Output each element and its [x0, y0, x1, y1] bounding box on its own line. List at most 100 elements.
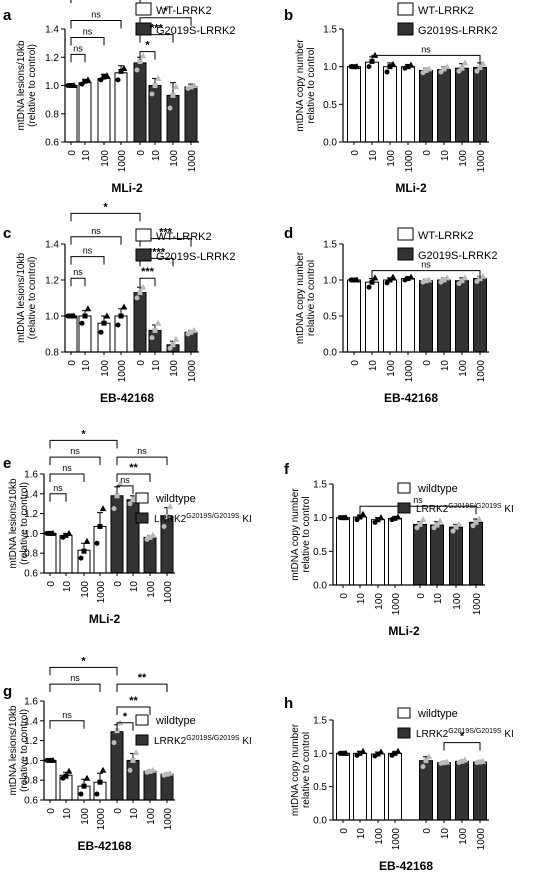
data-point [366, 284, 372, 290]
significance-bracket [116, 706, 151, 715]
y-tick-label: 1.0 [323, 62, 337, 73]
legend-swatch [397, 2, 414, 16]
chart-title: EB-42168 [379, 859, 433, 873]
data-point [407, 273, 415, 280]
legend-swatch [397, 707, 411, 719]
panel-letter: a [3, 7, 12, 24]
significance-label: ns [83, 26, 93, 36]
legend-label: G2019S-LRRK2 [156, 251, 236, 263]
data-point [103, 312, 111, 319]
significance-bracket [49, 439, 118, 449]
y-tick-label: 0.8 [45, 109, 59, 120]
x-tick-label: 0 [136, 360, 147, 366]
x-tick-label: 1000 [476, 828, 487, 851]
significance-bracket [70, 20, 122, 29]
chart-title: EB-42168 [100, 391, 154, 405]
data-point [369, 279, 375, 285]
data-point [81, 548, 87, 554]
data-point [443, 63, 451, 70]
y-tick-label: 0.5 [313, 782, 327, 793]
bar [336, 517, 350, 586]
x-tick-label: 0 [339, 593, 350, 599]
legend: wildtype LRRK2G2019S/G2019S KI [135, 714, 252, 747]
y-axis-label: relative to control [306, 260, 317, 336]
y-axis-label: (relative to control) [19, 709, 30, 792]
y-tick-label: 1.0 [24, 529, 38, 540]
data-point [477, 64, 483, 70]
significance-bracket [359, 505, 477, 515]
y-tick-label: 0.5 [323, 312, 337, 323]
x-tick-label: 100 [80, 808, 91, 825]
x-tick-label: 1000 [472, 593, 483, 616]
panel-f: f 0.0 0.5 1.0 1.5 0 10 100 1000 0 10 100 1000 mtDNA c… [284, 461, 514, 638]
data-point [353, 276, 361, 283]
bar [401, 278, 415, 353]
legend-label: G2019S-LRRK2 [418, 250, 498, 262]
x-tick-label: 10 [81, 360, 92, 372]
legend-label: LRRK2G2019S/G2019S KI [416, 728, 514, 740]
significance-label: ns [70, 446, 80, 456]
x-tick-label: 100 [458, 360, 469, 377]
chart-title: MLi-2 [395, 181, 427, 195]
significance-label: * [81, 655, 86, 667]
bar [419, 760, 433, 821]
legend: WT-LRRK2 G2019S-LRRK2 [135, 228, 236, 263]
significance-label: ns [413, 495, 423, 505]
data-point [459, 65, 465, 71]
bar [166, 94, 180, 143]
x-tick-label: 0 [339, 828, 350, 834]
data-point [377, 748, 385, 755]
y-axis-label: relative to control [301, 496, 312, 572]
data-point [154, 74, 162, 81]
x-tick-label: 1000 [163, 581, 174, 604]
data-point [99, 766, 107, 773]
y-tick-label: 0.0 [323, 138, 337, 149]
data-point [342, 749, 350, 756]
data-point [118, 313, 124, 319]
data-point [111, 740, 117, 746]
data-point [359, 510, 367, 517]
data-point [130, 497, 136, 503]
y-axis-label: (relative to control) [27, 257, 38, 340]
data-point [127, 501, 133, 507]
bar [437, 69, 451, 143]
x-tick-label: 0 [67, 150, 78, 156]
bar [43, 759, 57, 801]
y-axis-label: mtDNA copy number [295, 39, 306, 132]
data-point [423, 758, 429, 764]
data-point [149, 335, 155, 341]
data-point [115, 77, 121, 83]
legend-label: wildtype [417, 708, 458, 720]
significance-bracket [49, 666, 118, 676]
x-tick-label: 100 [169, 360, 180, 377]
x-tick-label: 100 [100, 150, 111, 167]
significance-label: ns [62, 463, 72, 473]
data-point [459, 278, 465, 284]
legend-swatch [135, 734, 149, 746]
x-tick-label: 0 [422, 150, 433, 156]
x-tick-label: 10 [62, 808, 73, 820]
significance-bracket [139, 51, 156, 60]
panel-letter: e [3, 455, 11, 472]
x-tick-label: 0 [416, 593, 427, 599]
bar [160, 773, 174, 801]
y-tick-label: 1.0 [45, 312, 59, 323]
y-axis-label: mtDNA copy number [290, 723, 301, 816]
legend-label: WT-LRRK2 [156, 5, 212, 17]
significance-label: ns [120, 475, 130, 485]
significance-label: ns [91, 226, 101, 236]
data-point [139, 283, 147, 290]
panel-e: e 0.6 0.8 1.0 1.2 1.4 1.6 0 10 100 1000 0 10 100 1000 m… [3, 428, 252, 626]
bar [455, 760, 469, 821]
bar [347, 279, 361, 353]
legend-swatch [135, 22, 152, 36]
data-point [190, 81, 198, 88]
data-point [79, 320, 85, 326]
y-tick-label: 0.6 [45, 138, 59, 149]
x-tick-label: 1000 [404, 150, 415, 173]
x-tick-label: 10 [368, 150, 379, 162]
x-tick-label: 10 [368, 360, 379, 372]
x-tick-label: 1000 [187, 150, 198, 173]
panel-h: h 0.0 0.5 1.0 1.5 0 10 100 1000 0 10 100 1000 mtDNA c… [284, 695, 514, 873]
significance-bracket [70, 212, 141, 222]
